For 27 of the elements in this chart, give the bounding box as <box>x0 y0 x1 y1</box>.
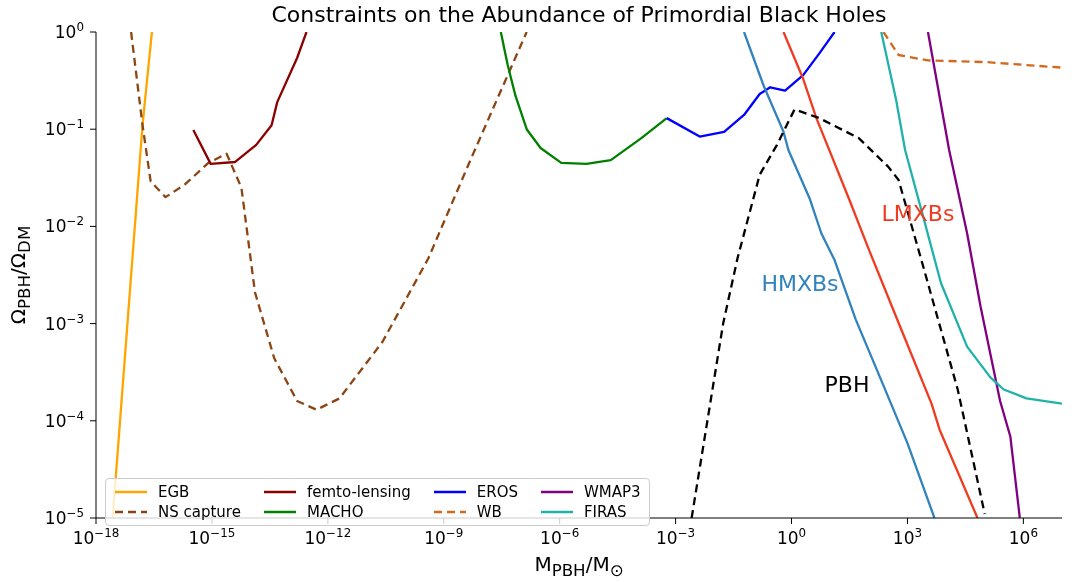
x-tick-label: 10$^{−3}$ <box>656 526 696 548</box>
x-tick-label: 10$^{−12}$ <box>304 526 352 548</box>
legend-label: WMAP3 <box>583 483 641 501</box>
legend-label: NS capture <box>158 503 241 521</box>
x-tick-label: 10$^{−9}$ <box>424 526 464 548</box>
x-tick-label: 10$^{6}$ <box>1008 526 1038 548</box>
legend-label: femto-lensing <box>306 483 411 501</box>
y-tick-label: 10$^{−3}$ <box>44 311 84 334</box>
legend-label: EGB <box>158 483 190 501</box>
x-tick-label: 10$^{0}$ <box>776 526 807 548</box>
x-tick-label: 10$^{−18}$ <box>72 526 120 548</box>
x-tick-label: 10$^{−6}$ <box>540 526 580 548</box>
y-tick-label: 10$^{−1}$ <box>44 117 84 140</box>
x-tick-label: 10$^{−15}$ <box>188 526 236 548</box>
text: PBH <box>824 371 870 397</box>
x-tick-label: 10$^{3}$ <box>892 526 923 548</box>
x-axis-title: M$_{PBH}$/M$_{⊙}$ <box>533 552 625 580</box>
y-tick-label: 10$^{0}$ <box>54 20 84 42</box>
legend-label: FIRAS <box>583 503 627 521</box>
legend-label: WB <box>476 503 502 521</box>
series-label: HMXBs <box>761 270 839 296</box>
y-tick-label: 10$^{−4}$ <box>44 408 84 431</box>
y-tick-label: 10$^{−5}$ <box>44 506 84 528</box>
y-tick-label: 10$^{−2}$ <box>44 214 84 237</box>
chart-title: Constraints on the Abundance of Primordial Black Holes <box>270 2 888 27</box>
legend-label: MACHO <box>306 503 364 521</box>
legend-label: EROS <box>476 483 518 501</box>
